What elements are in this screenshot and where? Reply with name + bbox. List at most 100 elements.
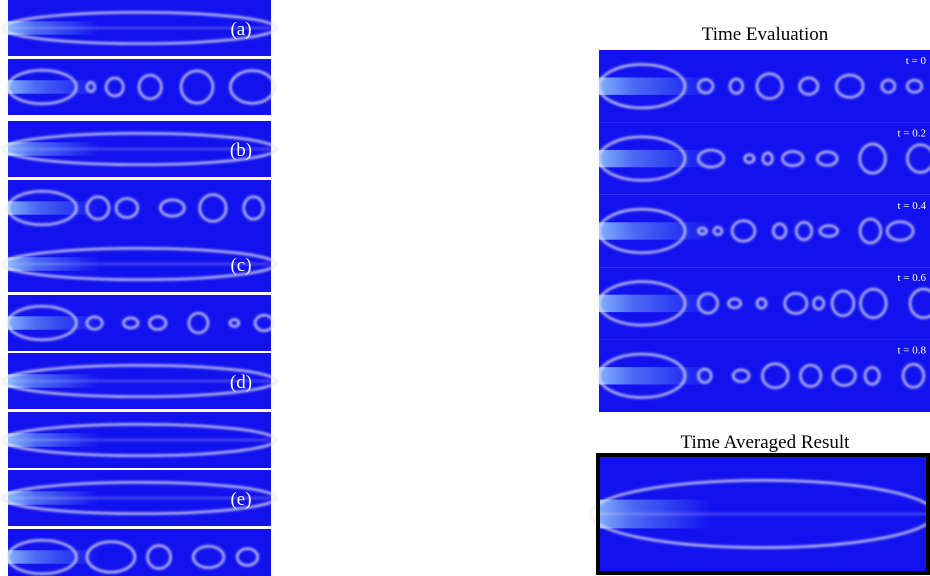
contour (589, 479, 930, 549)
contour (755, 72, 784, 100)
contour (799, 364, 822, 388)
contour (712, 226, 723, 236)
contour (772, 222, 788, 240)
contour (798, 76, 819, 96)
interface-contours (598, 63, 923, 109)
interface-contours (1, 247, 278, 281)
jet-core (599, 367, 715, 385)
contour (783, 292, 808, 315)
contour (729, 77, 744, 95)
frame-border (596, 453, 930, 575)
contour (228, 318, 240, 328)
contour (85, 195, 111, 221)
left-column: (a) (b) (c) (d) (e) (1, 0, 278, 576)
contour (192, 545, 225, 569)
interface-contours (598, 208, 915, 254)
contour (198, 193, 228, 223)
contour (85, 540, 136, 574)
jet-core (599, 294, 715, 313)
contour (85, 315, 104, 331)
contour (115, 197, 139, 219)
contour (598, 280, 687, 327)
contour (731, 219, 756, 243)
time-label: t = 0.4 (897, 200, 926, 212)
jet-core (8, 80, 101, 94)
averaged-result (589, 453, 930, 575)
contour (761, 362, 790, 389)
contour (7, 305, 78, 341)
jet-core (599, 222, 715, 240)
time-label: t = 0.8 (897, 345, 926, 357)
interface-contours (1, 423, 278, 457)
contour (105, 77, 125, 97)
panel-label: (e) (230, 489, 251, 510)
contour (236, 547, 259, 567)
contour (812, 296, 825, 311)
time-label: t = 0.6 (897, 272, 926, 284)
interface-contours (1, 11, 278, 45)
contour (7, 539, 78, 575)
contour (835, 73, 865, 99)
interface-contours (598, 280, 930, 327)
panel-label: (b) (230, 140, 252, 161)
interface-contours (7, 539, 259, 575)
interface-contours (1, 364, 278, 398)
interface-contours (7, 190, 265, 226)
interface-contours (589, 479, 930, 549)
contour (242, 195, 265, 221)
contour (137, 74, 163, 100)
time-label: t = 0.2 (897, 127, 926, 139)
contour (598, 208, 687, 254)
contour (1, 247, 278, 281)
contour (598, 135, 687, 182)
contour (697, 226, 708, 236)
contour (818, 224, 839, 238)
jet-core (8, 201, 101, 215)
contour (831, 290, 855, 317)
contour (7, 190, 78, 226)
interface-contours (598, 353, 925, 399)
contour (1, 481, 278, 515)
contour (1, 364, 278, 398)
panel-label: (d) (230, 372, 252, 393)
contour (598, 63, 687, 109)
contour (906, 79, 923, 94)
jet-core (599, 149, 715, 168)
contour (85, 81, 96, 93)
contour (859, 218, 882, 244)
contour (229, 69, 276, 105)
contour (1, 423, 278, 457)
jet-core (8, 550, 101, 564)
interface-contours (1, 481, 278, 515)
contour (148, 315, 167, 331)
contour (761, 151, 774, 166)
interface-contours (7, 305, 275, 341)
contour (743, 153, 756, 164)
contour (1, 132, 278, 166)
contour (902, 363, 925, 389)
contour (831, 365, 857, 387)
contour (859, 288, 888, 319)
contour (697, 149, 725, 169)
jet-core (599, 77, 715, 95)
interface-contours (598, 135, 930, 182)
contour (909, 288, 930, 319)
interface-contours (7, 69, 276, 105)
contour (697, 292, 719, 315)
contour (886, 220, 915, 242)
contour (906, 143, 930, 174)
time-frames: t = 0 t = 0.2 t = 0.4 t = 0.6 t = 0.8 (598, 50, 930, 412)
contour (598, 353, 687, 399)
contour (697, 368, 713, 384)
frames-title: Time Evaluation (702, 24, 829, 45)
contour (781, 150, 805, 167)
contour (795, 221, 813, 241)
contour (816, 150, 839, 167)
contour (727, 297, 742, 309)
interface-contours (1, 132, 278, 166)
contour (180, 69, 214, 105)
contour (864, 366, 881, 386)
contour (732, 368, 751, 383)
panel-label: (c) (230, 255, 251, 276)
